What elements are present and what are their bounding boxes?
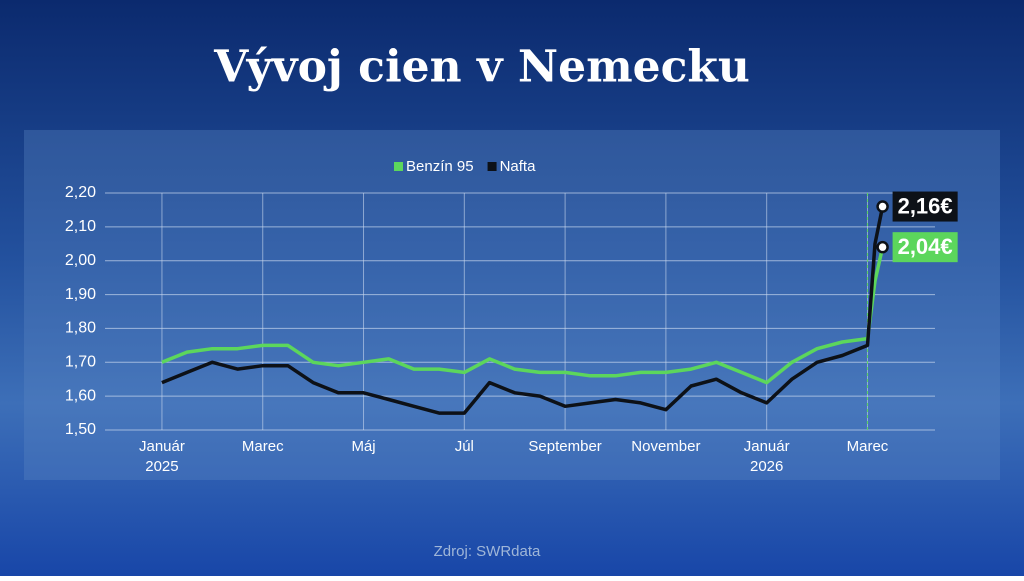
- value-label-box: [892, 191, 958, 222]
- x-tick-year: 2026: [750, 458, 783, 475]
- x-tick-label: Marec: [242, 438, 284, 455]
- y-tick-label: 1,60: [65, 387, 96, 404]
- value-label-box: [892, 232, 958, 263]
- series-line: [161, 246, 885, 385]
- y-tick-label: 2,00: [65, 252, 96, 269]
- x-tick-label: Marec: [847, 438, 889, 455]
- end-point: [876, 240, 889, 254]
- legend-label: Benzín 95: [406, 158, 474, 175]
- chart-title: Vývoj cien v Nemecku: [213, 42, 750, 93]
- x-tick-label: Máj: [351, 438, 375, 455]
- legend-label: Nafta: [500, 158, 537, 175]
- x-tick-label: Júl: [455, 438, 474, 455]
- y-tick-label: 2,20: [65, 184, 96, 201]
- series-line: [161, 206, 885, 415]
- x-tick-label: Január: [139, 438, 185, 455]
- chart-panel: [24, 130, 1000, 480]
- y-tick-label: 1,90: [65, 286, 96, 303]
- value-label: 2,04€: [898, 234, 953, 259]
- x-tick-label: September: [528, 438, 601, 455]
- legend-swatch: [394, 162, 403, 171]
- y-tick-label: 2,10: [65, 218, 96, 235]
- x-tick-label: Január: [744, 438, 790, 455]
- end-point: [876, 200, 889, 213]
- x-tick-year: 2025: [145, 458, 178, 475]
- value-label: 2,16€: [898, 193, 953, 218]
- x-tick-label: November: [631, 438, 700, 455]
- y-tick-label: 1,70: [65, 354, 96, 371]
- source: Zdroj: SWRdata: [434, 543, 541, 560]
- y-tick-label: 1,50: [65, 421, 96, 438]
- legend-swatch: [487, 162, 497, 171]
- y-tick-label: 1,80: [65, 320, 96, 337]
